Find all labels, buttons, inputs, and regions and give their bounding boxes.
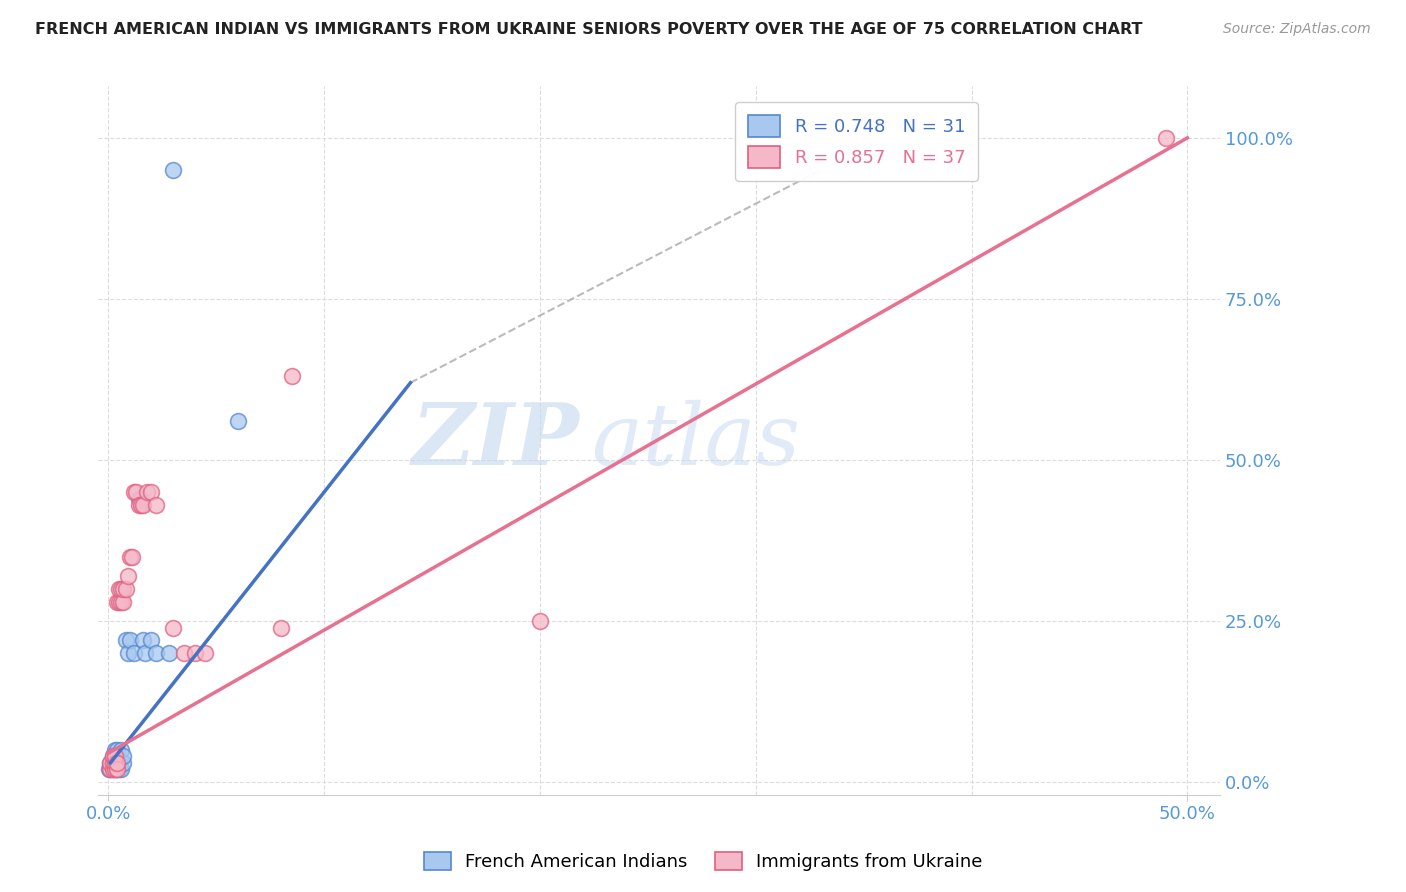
- Point: [105, 743, 128, 757]
- Point: [112, 595, 135, 609]
- Text: Source: ZipAtlas.com: Source: ZipAtlas.com: [1223, 22, 1371, 37]
- Point: [194, 646, 217, 660]
- Point: [100, 762, 122, 776]
- Point: [101, 749, 124, 764]
- Point: [104, 743, 127, 757]
- Point: [101, 762, 124, 776]
- Point: [114, 633, 136, 648]
- Point: [118, 633, 141, 648]
- Point: [101, 756, 124, 770]
- Point: [129, 498, 152, 512]
- Point: [100, 756, 122, 770]
- Point: [110, 595, 132, 609]
- Point: [132, 633, 155, 648]
- Point: [101, 756, 124, 770]
- Point: [141, 485, 163, 500]
- Point: [98, 762, 121, 776]
- Point: [117, 646, 139, 660]
- Point: [112, 756, 135, 770]
- Point: [529, 614, 551, 628]
- Point: [100, 756, 122, 770]
- Point: [104, 762, 127, 776]
- Point: [110, 582, 132, 596]
- Point: [125, 485, 148, 500]
- Point: [128, 498, 150, 512]
- Point: [105, 756, 128, 770]
- Point: [108, 595, 131, 609]
- Point: [122, 485, 145, 500]
- Point: [270, 621, 292, 635]
- Legend: French American Indians, Immigrants from Ukraine: French American Indians, Immigrants from…: [416, 845, 990, 879]
- Point: [100, 762, 122, 776]
- Point: [129, 491, 152, 506]
- Point: [104, 756, 127, 770]
- Point: [226, 414, 249, 428]
- Point: [141, 633, 163, 648]
- Legend: R = 0.748   N = 31, R = 0.857   N = 37: R = 0.748 N = 31, R = 0.857 N = 37: [735, 103, 977, 181]
- Point: [105, 595, 128, 609]
- Point: [128, 491, 150, 506]
- Point: [108, 582, 131, 596]
- Point: [114, 582, 136, 596]
- Point: [117, 569, 139, 583]
- Point: [105, 762, 128, 776]
- Point: [112, 749, 135, 764]
- Point: [108, 762, 131, 776]
- Point: [105, 749, 128, 764]
- Point: [145, 498, 167, 512]
- Point: [118, 549, 141, 564]
- Text: ZIP: ZIP: [412, 399, 581, 483]
- Point: [104, 762, 127, 776]
- Point: [104, 749, 127, 764]
- Point: [145, 646, 167, 660]
- Point: [134, 646, 156, 660]
- Point: [104, 756, 127, 770]
- Point: [101, 762, 124, 776]
- Text: atlas: atlas: [592, 400, 800, 482]
- Point: [157, 646, 180, 660]
- Point: [280, 369, 302, 384]
- Point: [1154, 131, 1177, 145]
- Text: FRENCH AMERICAN INDIAN VS IMMIGRANTS FROM UKRAINE SENIORS POVERTY OVER THE AGE O: FRENCH AMERICAN INDIAN VS IMMIGRANTS FRO…: [35, 22, 1143, 37]
- Point: [110, 762, 132, 776]
- Point: [112, 582, 135, 596]
- Point: [122, 646, 145, 660]
- Point: [110, 743, 132, 757]
- Point: [136, 485, 159, 500]
- Point: [105, 762, 128, 776]
- Point: [173, 646, 195, 660]
- Point: [162, 163, 184, 178]
- Point: [121, 549, 143, 564]
- Point: [132, 498, 155, 512]
- Point: [183, 646, 205, 660]
- Point: [162, 621, 184, 635]
- Point: [101, 749, 124, 764]
- Point: [108, 756, 131, 770]
